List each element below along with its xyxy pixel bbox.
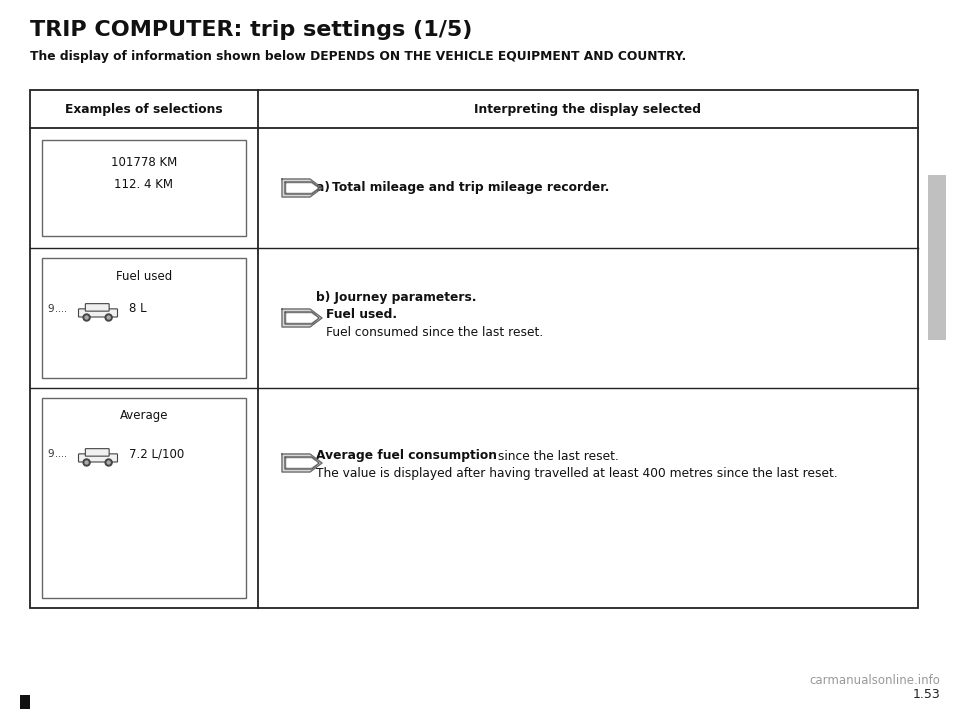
Text: Average fuel consumption: Average fuel consumption — [316, 449, 497, 462]
Circle shape — [106, 314, 112, 321]
Circle shape — [108, 316, 110, 319]
Text: 9: 9 — [47, 304, 54, 314]
Bar — [42, 140, 246, 236]
FancyBboxPatch shape — [85, 449, 109, 456]
Text: b) Journey parameters.: b) Journey parameters. — [316, 292, 476, 305]
Text: 1.53: 1.53 — [912, 687, 940, 701]
Text: since the last reset.: since the last reset. — [494, 449, 619, 462]
Text: a): a) — [316, 182, 334, 195]
Polygon shape — [282, 309, 322, 327]
Text: 9: 9 — [47, 449, 54, 459]
Circle shape — [85, 461, 88, 464]
Text: 101778 KM: 101778 KM — [110, 155, 178, 168]
Circle shape — [106, 459, 112, 466]
Text: carmanualsonline.info: carmanualsonline.info — [809, 674, 940, 687]
Text: Fuel used.: Fuel used. — [326, 309, 397, 322]
Text: TRIP COMPUTER: trip settings (1/5): TRIP COMPUTER: trip settings (1/5) — [30, 20, 472, 40]
Polygon shape — [285, 457, 319, 469]
Bar — [42, 398, 246, 598]
Text: Examples of selections: Examples of selections — [65, 102, 223, 116]
FancyBboxPatch shape — [79, 309, 117, 317]
Polygon shape — [282, 179, 322, 197]
Text: Total mileage and trip mileage recorder.: Total mileage and trip mileage recorder. — [332, 182, 610, 195]
Bar — [30, 90, 918, 608]
Text: The display of information shown below DEPENDS ON THE VEHICLE EQUIPMENT AND COUN: The display of information shown below D… — [30, 50, 686, 63]
Text: Fuel used: Fuel used — [116, 270, 172, 283]
Polygon shape — [287, 314, 317, 322]
Text: ....: .... — [55, 449, 67, 459]
Circle shape — [84, 314, 90, 321]
Circle shape — [84, 459, 90, 466]
Text: 7.2 L/100: 7.2 L/100 — [129, 447, 184, 461]
Bar — [20, 695, 30, 709]
Polygon shape — [287, 184, 317, 192]
Text: The value is displayed after having travelled at least 400 metres since the last: The value is displayed after having trav… — [316, 466, 838, 479]
Polygon shape — [287, 459, 317, 467]
Text: 112. 4 KM: 112. 4 KM — [114, 178, 174, 190]
Bar — [928, 175, 946, 340]
Circle shape — [108, 461, 110, 464]
Text: Fuel consumed since the last reset.: Fuel consumed since the last reset. — [326, 325, 543, 339]
Polygon shape — [285, 182, 319, 194]
Text: ....: .... — [55, 304, 67, 314]
FancyBboxPatch shape — [79, 454, 117, 462]
Text: Interpreting the display selected: Interpreting the display selected — [474, 102, 702, 116]
Polygon shape — [285, 312, 319, 324]
Text: Average: Average — [120, 410, 168, 422]
Bar — [42, 258, 246, 378]
Circle shape — [85, 316, 88, 319]
FancyBboxPatch shape — [85, 304, 109, 311]
Text: 8 L: 8 L — [129, 302, 147, 315]
Polygon shape — [282, 454, 322, 472]
